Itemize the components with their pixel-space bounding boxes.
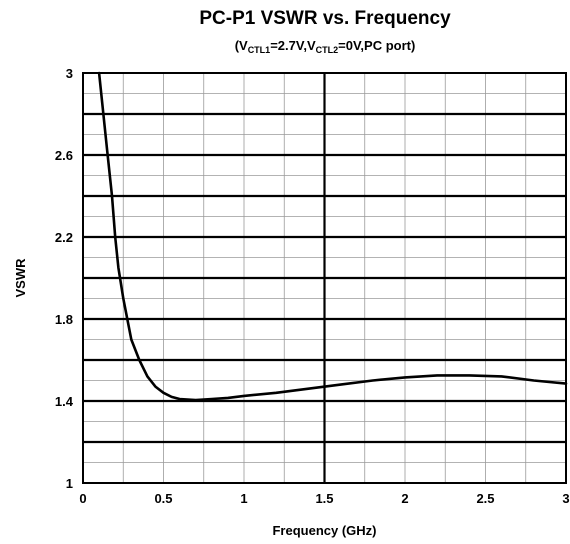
- y-tick-label: 2.6: [55, 148, 73, 163]
- x-tick-label: 2.5: [476, 491, 494, 506]
- x-tick-label: 0.5: [154, 491, 172, 506]
- subtitle-text: =0V,PC port): [338, 38, 416, 53]
- y-tick-label: 3: [66, 66, 73, 81]
- subtitle-subscript: CTL2: [315, 45, 339, 55]
- y-tick-label: 1.4: [55, 394, 74, 409]
- y-tick-label: 1: [66, 476, 73, 491]
- y-tick-label: 2.2: [55, 230, 73, 245]
- chart-subtitle: (VCTL1=2.7V,VCTL2=0V,PC port): [0, 38, 570, 55]
- subtitle-text: (V: [234, 38, 248, 53]
- plot-frame: [82, 72, 567, 484]
- x-tick-label: 1: [240, 491, 247, 506]
- y-tick-label: 1.8: [55, 312, 73, 327]
- x-tick-label: 2: [401, 491, 408, 506]
- chart-title: PC-P1 VSWR vs. Frequency: [199, 8, 451, 29]
- y-axis-label: VSWR: [13, 258, 28, 298]
- x-tick-label: 1.5: [315, 491, 333, 506]
- x-axis-label: Frequency (GHz): [272, 523, 376, 538]
- subtitle-subscript: CTL1: [247, 45, 271, 55]
- vswr-series-line: [97, 71, 568, 402]
- x-tick-label: 3: [562, 491, 569, 506]
- subtitle-text: =2.7V,V: [270, 38, 316, 53]
- x-tick-label: 0: [79, 491, 86, 506]
